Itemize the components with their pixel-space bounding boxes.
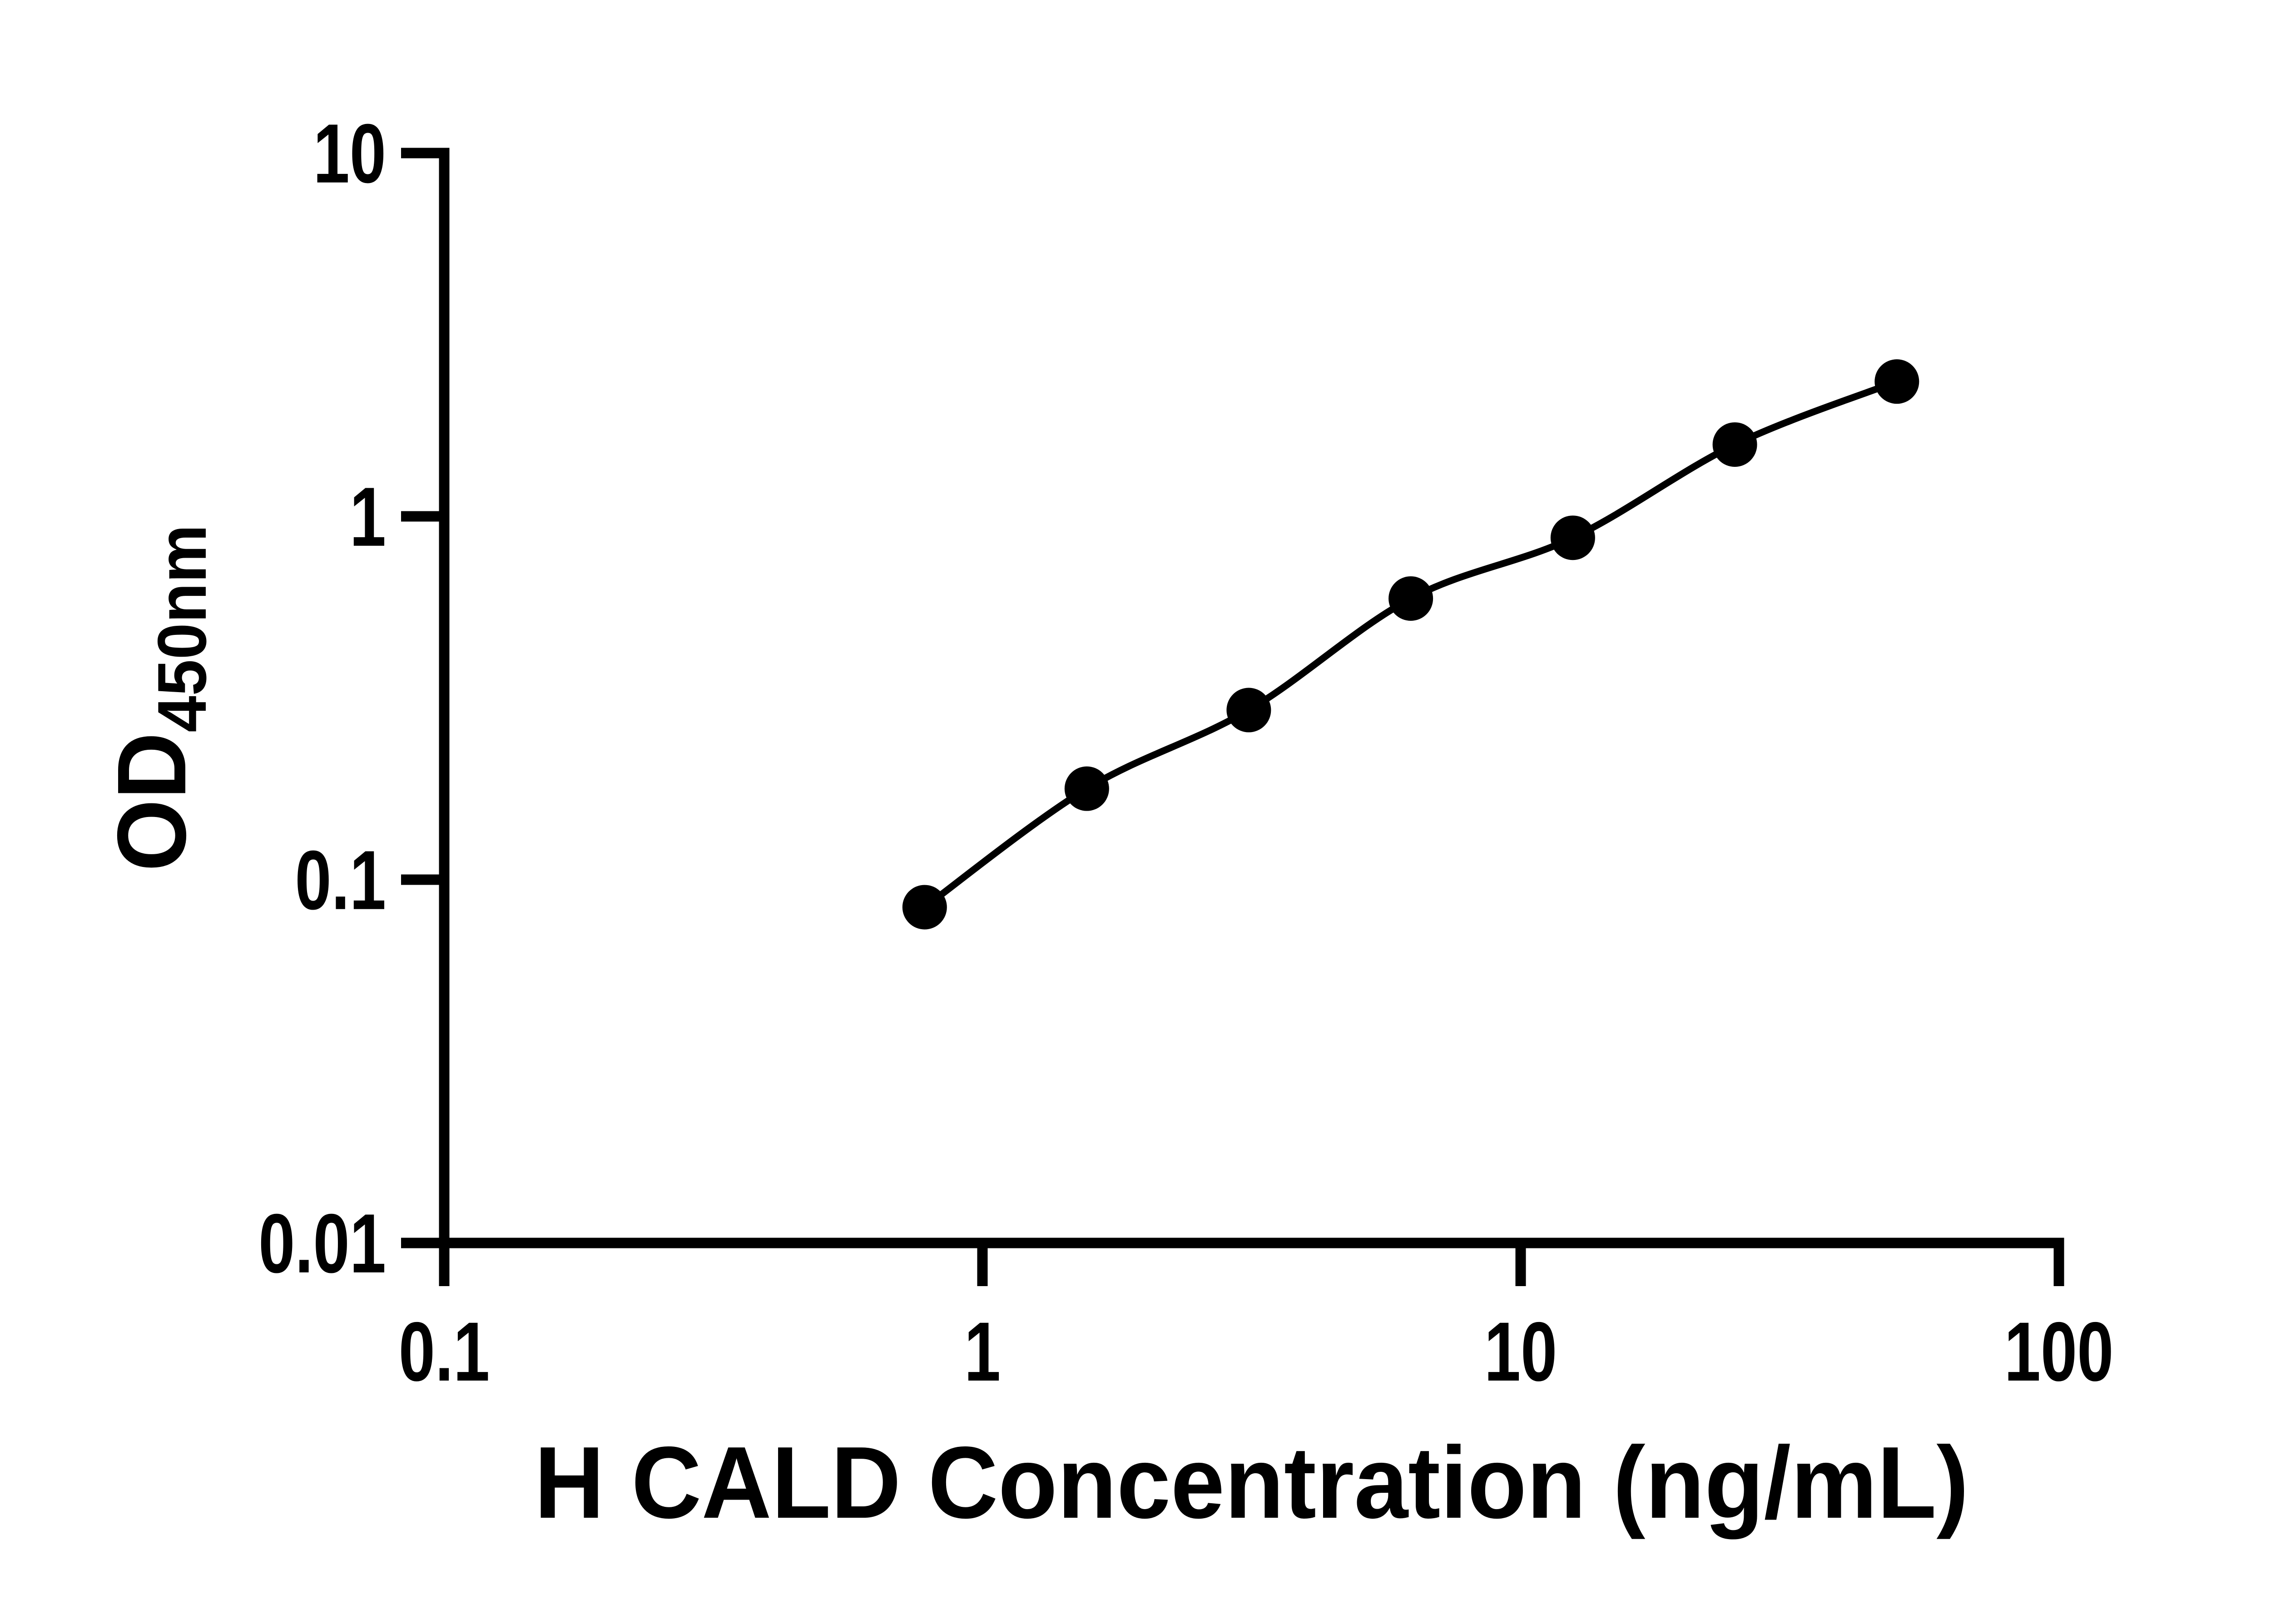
data-point (1712, 422, 1757, 467)
x-tick-label: 0.1 (399, 1305, 490, 1399)
x-tick-label: 1 (964, 1305, 1001, 1399)
data-point (1064, 766, 1109, 811)
svg-text:OD450nm: OD450nm (97, 525, 221, 871)
y-axis-title-subscript: 450nm (144, 525, 221, 732)
y-tick-label: 10 (313, 107, 386, 201)
data-points (902, 359, 1919, 930)
axes (401, 148, 2064, 1286)
y-tick-label: 1 (350, 470, 386, 564)
y-tick-label: 0.1 (295, 834, 386, 927)
x-tick-label: 10 (1484, 1305, 1557, 1399)
y-tick-label: 0.01 (258, 1197, 386, 1291)
x-tick-label: 100 (2004, 1305, 2114, 1399)
y-axis-title: OD450nm (97, 525, 221, 871)
data-point (1874, 359, 1919, 404)
data-point (902, 885, 947, 930)
data-point (1550, 515, 1595, 560)
data-point (1226, 688, 1271, 733)
data-point (1388, 576, 1433, 621)
y-axis-title-main: OD (97, 733, 206, 871)
x-axis-title: H CALD Concentration (ng/mL) (534, 1425, 1969, 1540)
